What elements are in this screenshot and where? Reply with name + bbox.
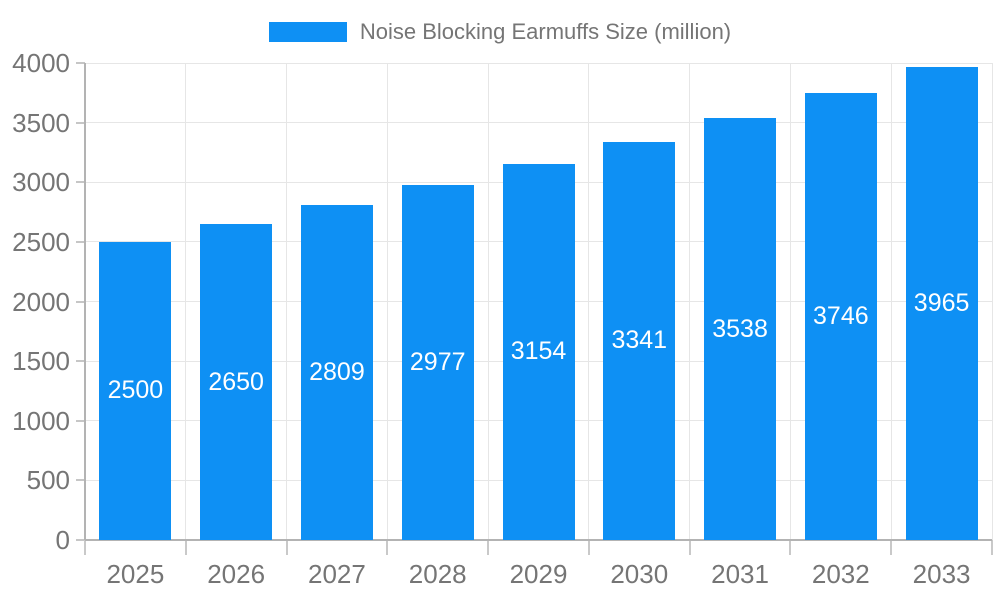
gridline-vertical (991, 63, 993, 540)
bar: 2500 (99, 241, 172, 540)
gridline-vertical (890, 63, 892, 540)
bar: 3965 (905, 67, 978, 540)
gridline-vertical (487, 63, 489, 540)
bar: 2809 (300, 205, 373, 540)
bar-value-label: 3538 (712, 314, 768, 343)
y-axis-tick-label: 1500 (12, 346, 70, 377)
legend[interactable]: Noise Blocking Earmuffs Size (million) (0, 16, 1000, 48)
x-axis-tick-label: 2029 (509, 559, 568, 589)
gridline-vertical (386, 63, 388, 540)
plot-area: 0 500 1000 1500 2000 2500 3000 3500 4000 2500 2025… (12, 50, 993, 589)
gridline-vertical (286, 63, 288, 540)
y-axis-tick-label: 3500 (12, 107, 70, 138)
x-axis-line (85, 539, 992, 541)
gridline-vertical (789, 63, 791, 540)
bar: 3538 (704, 118, 777, 540)
x-axis-tick (991, 540, 993, 555)
x-axis-tick (890, 540, 893, 555)
gridline-vertical (588, 63, 590, 540)
x-axis-tick (285, 540, 288, 555)
x-axis-tick (184, 540, 187, 555)
y-axis-tick-label: 2000 (12, 286, 70, 317)
x-axis-tick-label: 2026 (207, 559, 266, 589)
bar-value-label: 2977 (409, 348, 466, 376)
x-axis-tick-label: 2030 (610, 559, 669, 589)
gridline-vertical (689, 63, 691, 540)
bar-value-label: 3341 (611, 326, 668, 355)
y-axis-line (84, 63, 86, 540)
bar: 3154 (502, 163, 575, 540)
x-axis-tick (587, 540, 590, 555)
x-axis-tick (84, 540, 86, 555)
y-axis-tick (76, 121, 85, 124)
bar-value-label: 3154 (510, 337, 567, 366)
x-axis-tick (688, 540, 691, 555)
bar-value-label: 2650 (208, 367, 264, 396)
x-axis-tick-label: 2025 (106, 559, 165, 589)
legend-label[interactable]: Noise Blocking Earmuffs Size (million) (359, 19, 732, 44)
legend-swatch[interactable] (268, 22, 347, 42)
x-axis-tick-label: 2028 (408, 559, 467, 589)
y-axis-tick (76, 419, 85, 422)
y-axis-tick (76, 240, 85, 243)
x-axis-tick-label: 2033 (912, 559, 971, 589)
x-axis-tick (789, 540, 792, 555)
y-axis-tick-label: 500 (26, 465, 70, 496)
bar-value-label: 2500 (107, 376, 164, 405)
bar: 2650 (200, 224, 273, 540)
y-axis-tick (76, 300, 85, 303)
x-axis-tick-label: 2031 (711, 559, 769, 589)
x-axis-tick (386, 540, 389, 555)
bar-value-label: 2809 (309, 358, 365, 387)
y-axis-tick-label: 1000 (12, 405, 70, 436)
y-axis-tick (76, 360, 85, 363)
bar: 3341 (603, 141, 676, 540)
y-axis-tick (76, 479, 85, 482)
x-axis-tick-label: 2032 (811, 559, 870, 589)
gridline-horizontal (85, 62, 992, 64)
y-axis-tick (76, 181, 85, 184)
y-axis-tick-label: 4000 (12, 48, 70, 78)
y-axis-tick-label: 0 (55, 525, 70, 555)
y-axis-tick (76, 62, 85, 64)
bar: 3746 (804, 93, 877, 540)
gridline-vertical (185, 63, 187, 540)
y-axis-tick-label: 2500 (12, 226, 70, 257)
x-axis-tick-label: 2027 (308, 559, 366, 589)
y-axis-tick-label: 3000 (12, 167, 70, 198)
bar: 2977 (401, 185, 474, 540)
bar-value-label: 3965 (913, 289, 970, 318)
gridline-horizontal (85, 122, 992, 124)
bar-value-label: 3746 (813, 302, 869, 331)
x-axis-tick (487, 540, 490, 555)
y-axis-tick (76, 539, 85, 541)
